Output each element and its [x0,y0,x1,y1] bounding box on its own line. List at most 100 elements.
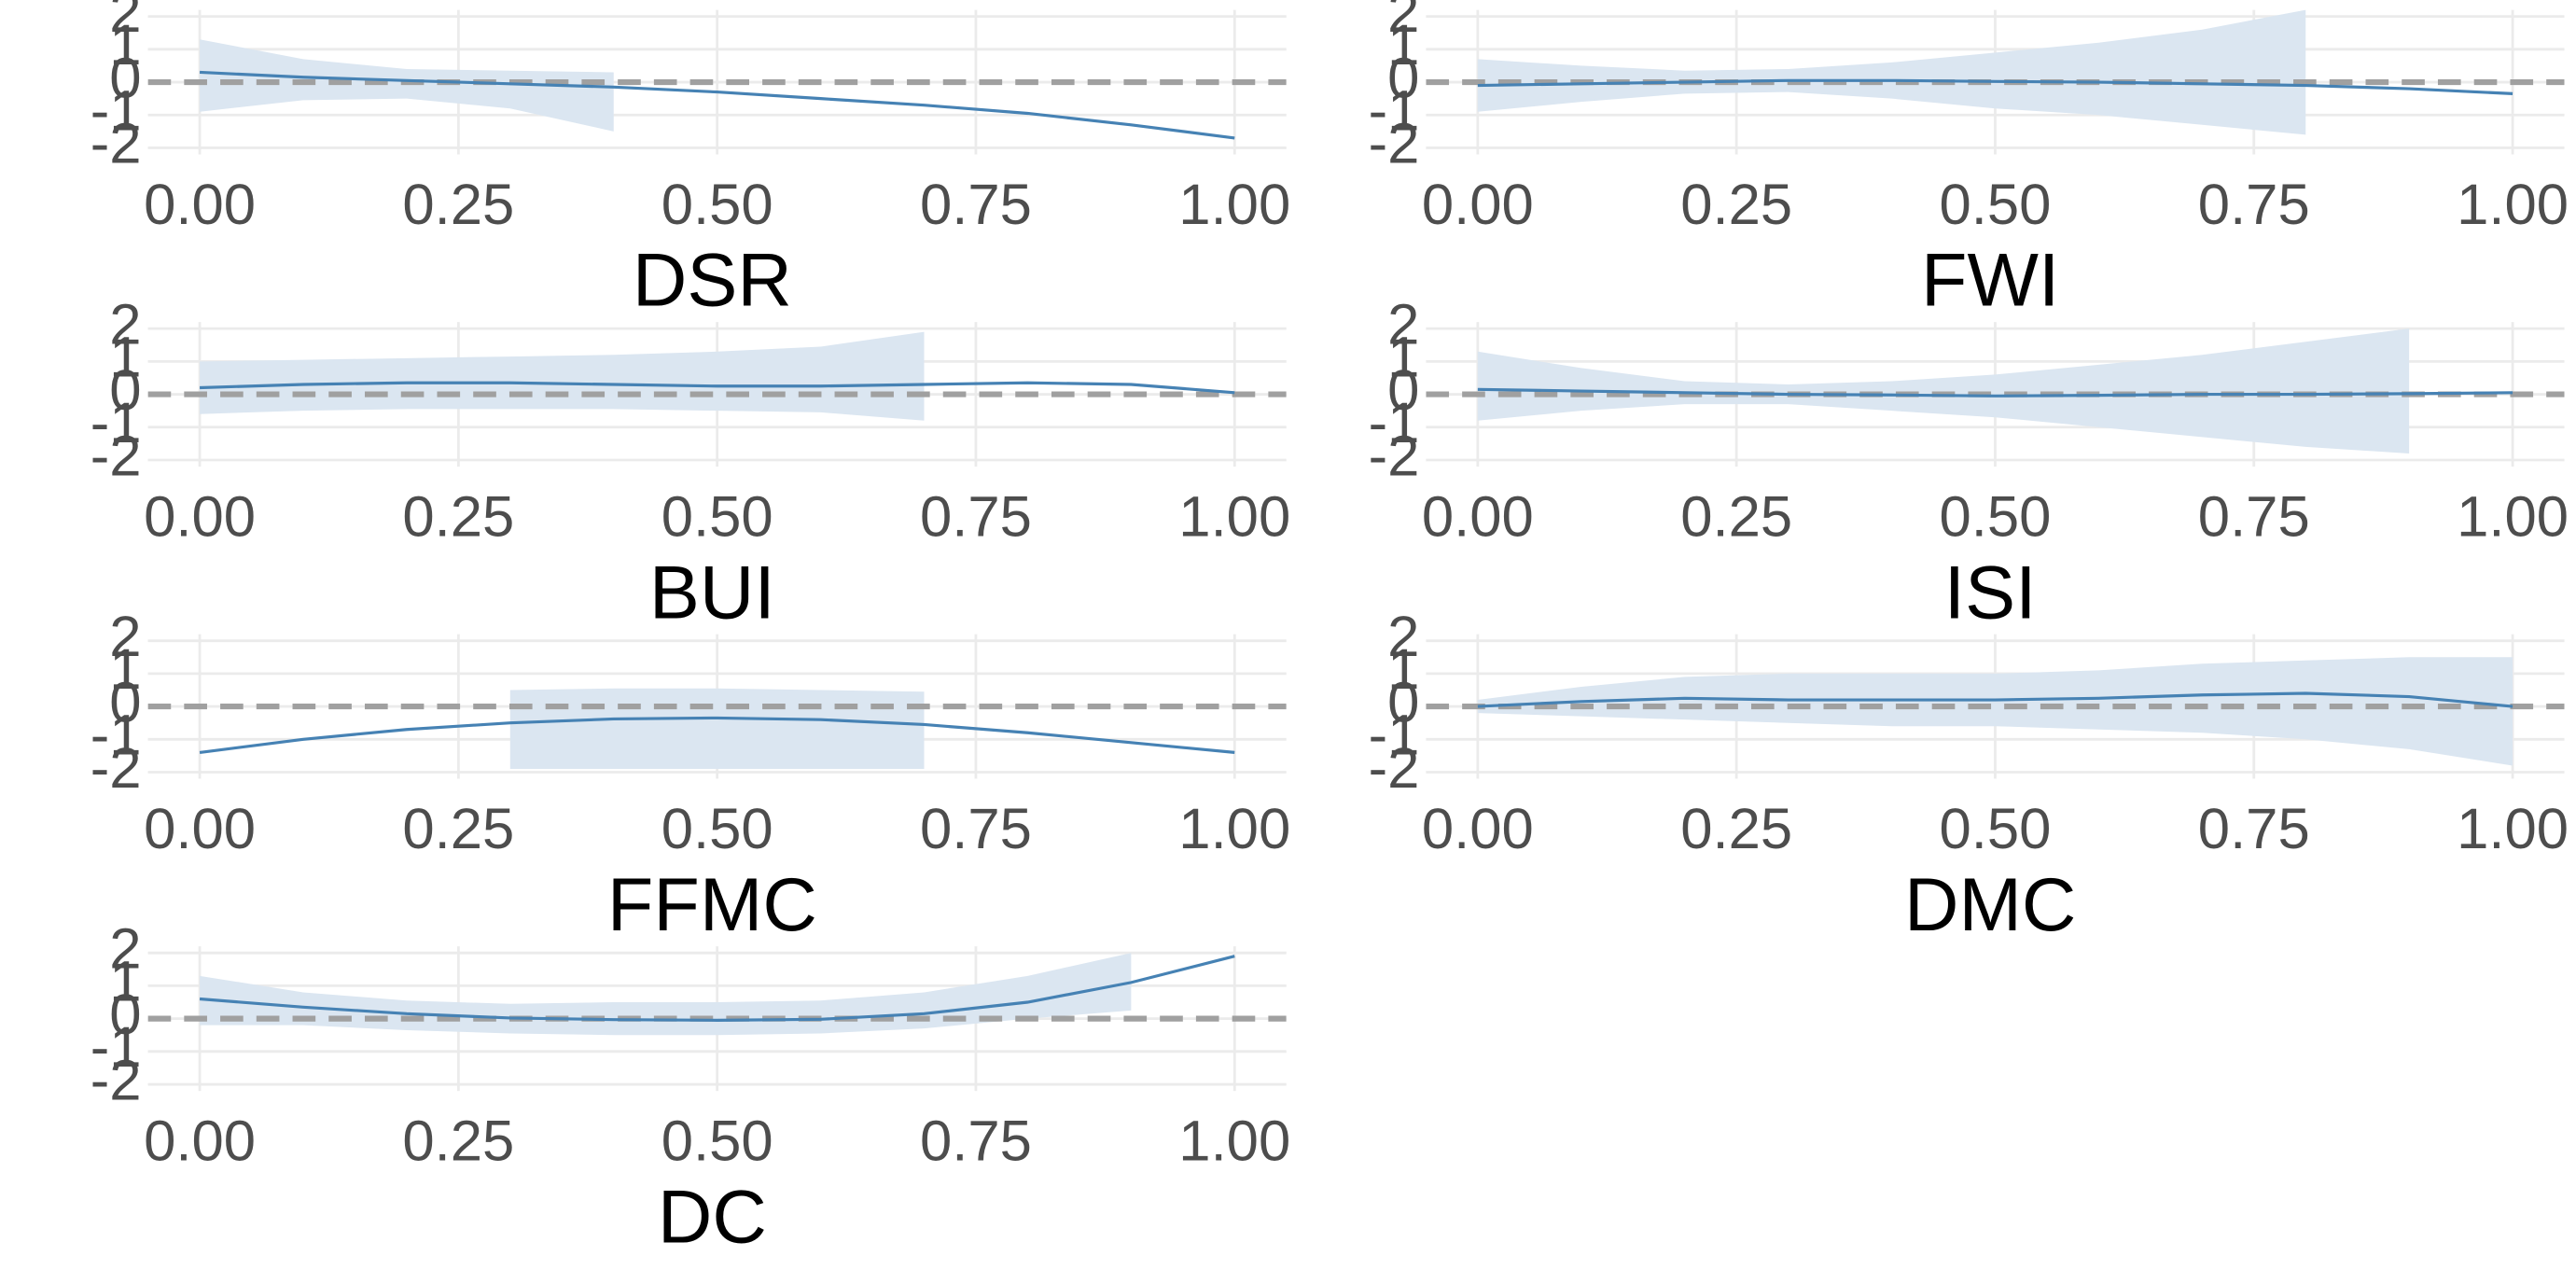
y-tick-label: 2 [109,605,141,669]
y-tick-label: -2 [1369,424,1420,488]
y-tick-label: 2 [1387,605,1419,669]
x-tick-label: 0.00 [144,173,256,237]
x-tick-label: 1.00 [1178,484,1290,549]
x-tick-label: 1.00 [1178,173,1290,237]
confidence-band [200,331,925,421]
plot-area [147,688,1287,769]
y-tick-label: 2 [109,916,141,981]
effect-line [1477,691,2513,708]
x-tick-label: 0.50 [1940,484,2052,549]
x-tick-label: 0.75 [2198,484,2310,549]
y-tick-label: 1 [1387,637,1419,702]
y-tick-label: -1 [91,79,142,144]
x-tick-label: 0.00 [144,797,256,861]
y-tick-label: 0 [1387,670,1419,734]
x-tick-label: 0.25 [402,1109,514,1173]
y-tick-label: 1 [1387,13,1419,77]
y-tick-label: -1 [1369,79,1420,144]
x-tick-label: 0.75 [2198,797,2310,861]
x-tick-label: 0.00 [1422,797,1534,861]
x-tick-label: 0.50 [1940,797,2052,861]
x-tick-label: 0.50 [661,797,773,861]
y-tick-label: 1 [1387,326,1419,390]
y-tick-label: -1 [91,391,142,455]
plot-area [147,331,1287,421]
y-tick-label: -2 [91,736,142,801]
confidence-band [200,39,614,132]
x-tick-label: 0.25 [1680,173,1792,237]
effect-line [1477,78,2513,95]
y-tick-label: 1 [109,950,141,1014]
y-tick-label: 2 [109,0,141,45]
x-tick-label: 0.25 [1680,797,1792,861]
x-tick-label: 0.50 [661,1109,773,1173]
plot-area [1426,328,2565,454]
x-axis-label: BUI [649,551,775,635]
y-tick-label: 2 [109,292,141,356]
x-axis-label: DSR [633,239,792,323]
y-tick-label: 0 [1387,46,1419,110]
y-tick-label: 0 [109,670,141,734]
y-tick-label: 2 [1387,292,1419,356]
x-tick-label: 0.25 [402,173,514,237]
x-tick-label: 0.75 [920,173,1032,237]
x-tick-label: 0.75 [920,484,1032,549]
x-tick-label: 1.00 [2457,173,2569,237]
effect-line [199,955,1235,1022]
y-tick-label: -2 [91,112,142,176]
y-tick-label: -2 [91,424,142,488]
y-tick-label: 2 [1387,0,1419,45]
x-tick-label: 0.25 [402,797,514,861]
confidence-band [509,688,925,769]
y-tick-label: -1 [91,704,142,768]
x-axis-label: FWI [1921,239,2059,323]
x-tick-label: 1.00 [1178,797,1290,861]
y-tick-label: 0 [109,46,141,110]
plot-area [1426,657,2565,766]
y-tick-label: -2 [1369,736,1420,801]
effect-line [1477,387,2513,398]
x-tick-label: 0.00 [144,1109,256,1173]
y-tick-label: 0 [109,983,141,1047]
plot-area [147,39,1287,140]
x-tick-label: 0.25 [1680,484,1792,549]
y-tick-label: 0 [1387,358,1419,423]
x-tick-label: 0.50 [661,484,773,549]
plot-area [147,953,1287,1036]
x-axis-label: DC [658,1175,767,1259]
effect-line [199,70,1235,140]
y-tick-label: 1 [109,637,141,702]
x-tick-label: 0.00 [1422,173,1534,237]
x-tick-label: 0.00 [1422,484,1534,549]
x-tick-label: 1.00 [2457,797,2569,861]
confidence-band [1477,9,2306,135]
x-tick-label: 1.00 [1178,1109,1290,1173]
x-axis-label: DMC [1904,863,2076,947]
x-tick-label: 0.50 [661,173,773,237]
y-tick-label: -1 [1369,704,1420,768]
plot-area [1426,9,2565,135]
y-tick-label: -2 [91,1048,142,1112]
x-tick-label: 0.75 [920,797,1032,861]
x-tick-label: 0.25 [402,484,514,549]
confidence-band [1477,657,2513,766]
y-tick-label: 0 [109,358,141,423]
y-tick-label: 1 [109,13,141,77]
confidence-band [1477,328,2410,454]
x-tick-label: 0.50 [1940,173,2052,237]
x-axis-label: FFMC [607,863,817,947]
y-tick-label: -1 [1369,391,1420,455]
effect-line [199,716,1235,754]
x-tick-label: 0.75 [920,1109,1032,1173]
x-tick-label: 1.00 [2457,484,2569,549]
y-tick-label: -1 [91,1015,142,1080]
effect-line [200,381,1235,395]
y-tick-label: 1 [109,326,141,390]
